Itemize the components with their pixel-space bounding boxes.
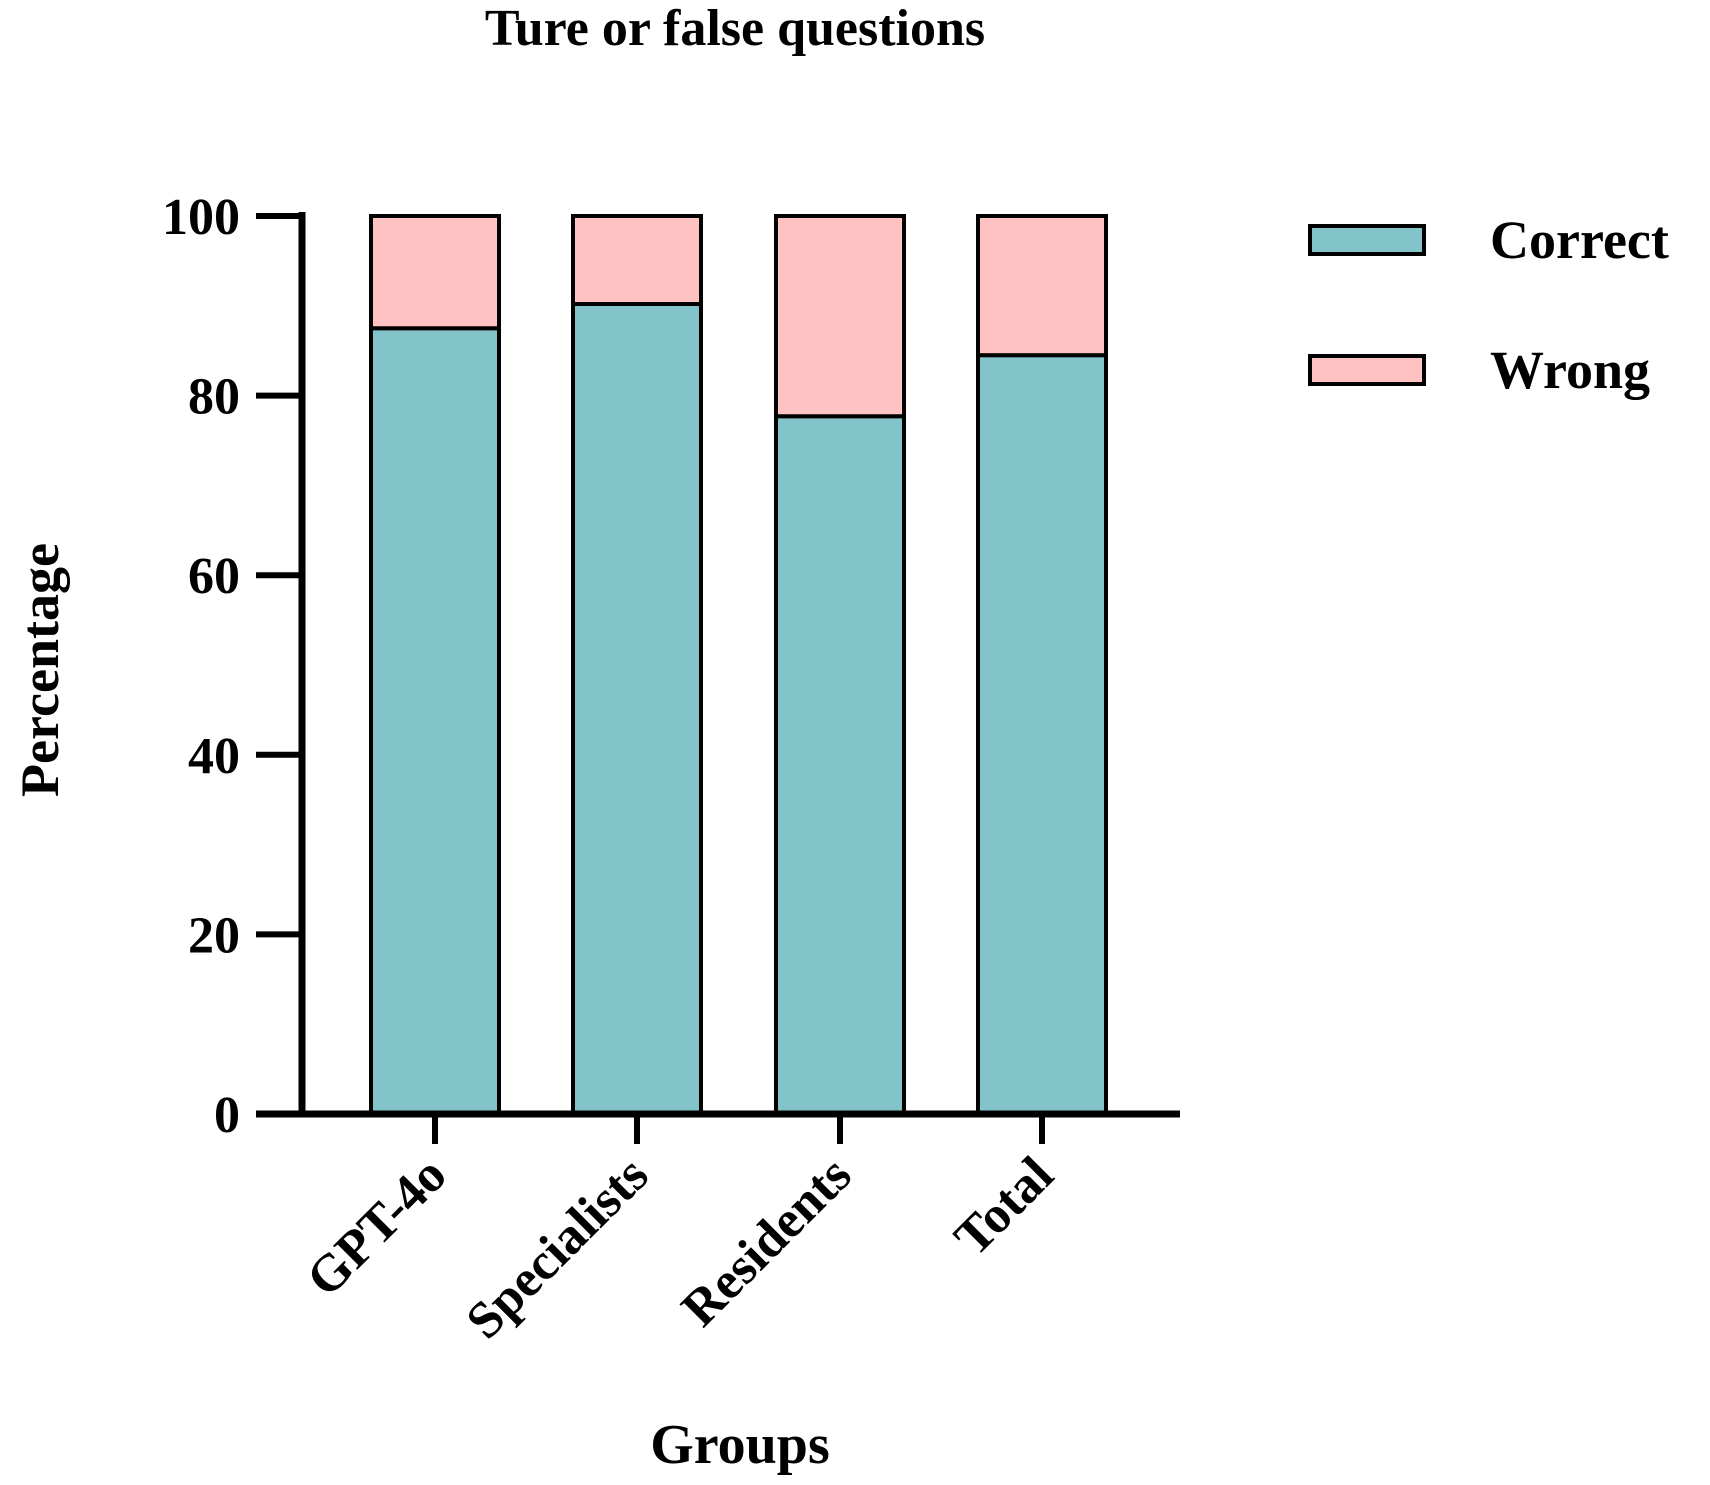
- legend-label-correct: Correct: [1490, 210, 1669, 270]
- legend: Correct Wrong: [1308, 210, 1669, 400]
- y-tick-label: 0: [214, 1087, 240, 1144]
- y-ticks-group: 0 20 40 60 80 100: [162, 189, 302, 1144]
- legend-label-wrong: Wrong: [1490, 340, 1650, 400]
- y-tick-label: 20: [188, 907, 240, 964]
- chart-title: Ture or false questions: [485, 0, 985, 57]
- bar-wrong-gpt-4o: [369, 214, 501, 331]
- y-tick-label: 40: [188, 728, 240, 785]
- x-axis-label: Groups: [650, 1414, 829, 1476]
- y-axis-label: Percentage: [10, 543, 70, 797]
- bar-correct-residents: [774, 414, 906, 1116]
- legend-swatch-correct: [1308, 224, 1426, 256]
- bar-correct-total: [976, 353, 1108, 1116]
- bar-wrong-specialists: [571, 214, 703, 307]
- bar-correct-specialists: [571, 302, 703, 1116]
- legend-swatch-wrong: [1308, 354, 1426, 386]
- x-tick-label: Total: [944, 1146, 1065, 1267]
- bar-correct-gpt-4o: [369, 326, 501, 1116]
- y-tick-label: 80: [188, 369, 240, 426]
- x-tick-label: Specialists: [456, 1146, 660, 1350]
- bars-group: [369, 214, 1108, 1116]
- bar-wrong-total: [976, 214, 1108, 358]
- bar-wrong-residents: [774, 214, 906, 419]
- x-tick-label: GPT-4o: [296, 1146, 458, 1308]
- x-tick-label: Residents: [671, 1146, 862, 1337]
- y-tick-label: 100: [162, 189, 240, 246]
- y-tick-label: 60: [188, 548, 240, 605]
